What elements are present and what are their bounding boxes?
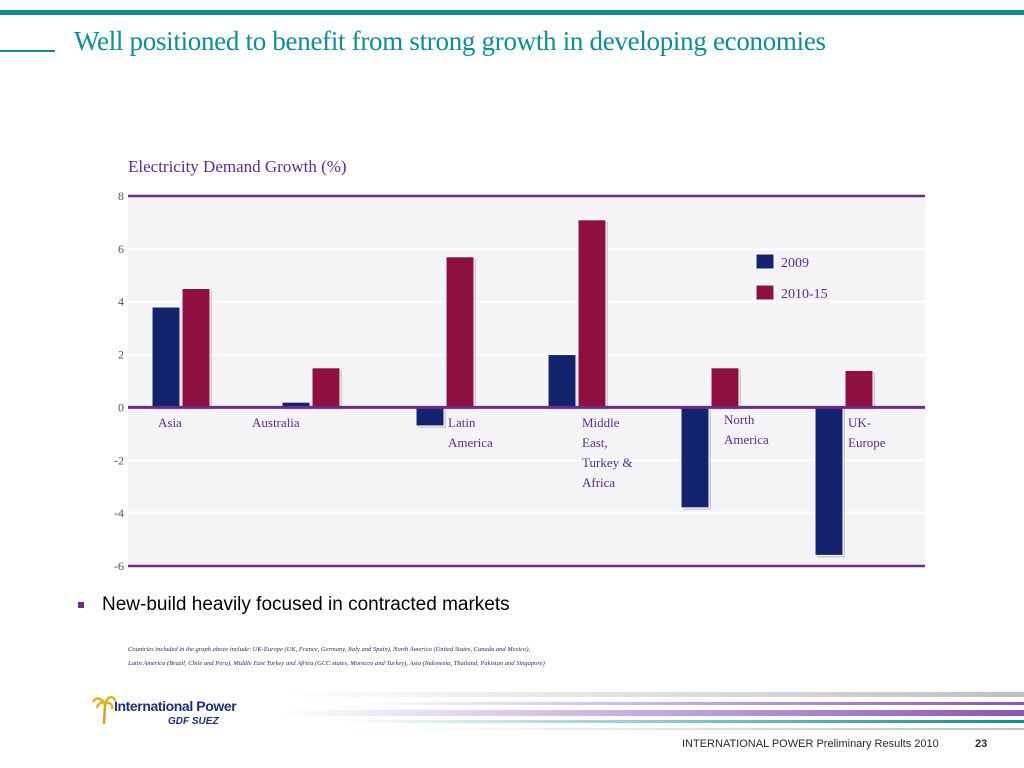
palm-tree-icon (92, 696, 116, 725)
decorative-swoosh (280, 692, 1024, 730)
y-tick-label: 0 (118, 400, 124, 414)
chart-title: Electricity Demand Growth (%) (128, 157, 347, 176)
legend-label: 2009 (781, 256, 809, 271)
y-tick-label: 8 (118, 189, 124, 203)
top-accent-bar (0, 10, 1024, 15)
y-tick-label: 2 (118, 348, 124, 362)
y-tick-label: 6 (118, 242, 124, 256)
y-tick-label: -6 (114, 559, 124, 573)
y-tick-label: -4 (114, 506, 124, 520)
legend-swatch (755, 284, 775, 301)
bar-2009 (680, 406, 710, 509)
category-label: Latin America (448, 415, 493, 450)
bar-2009 (151, 306, 181, 408)
category-label: Middle East, Turkey & Africa (582, 415, 632, 490)
footnote-line-2: Latin America (Brazil, Chile and Peru), … (128, 660, 545, 667)
footer-text: INTERNATIONAL POWER Preliminary Results … (682, 738, 939, 750)
legend-swatch (755, 253, 775, 270)
company-logo: International Power GDF SUEZ (92, 692, 272, 736)
logo-text: International Power (114, 698, 237, 714)
category-label: North America (724, 412, 769, 447)
bullet-text: New-build heavily focused in contracted … (102, 594, 510, 615)
slide-title: Well positioned to benefit from strong g… (74, 26, 826, 56)
page-number: 23 (975, 738, 988, 750)
bar-2010-15 (445, 256, 475, 408)
category-label: Australia (252, 415, 300, 430)
legend-label: 2010-15 (781, 287, 828, 302)
plot-area (128, 196, 925, 566)
bar-2010-15 (181, 288, 211, 408)
bar-2010-15 (844, 369, 874, 408)
y-tick-label: -2 (114, 453, 124, 467)
bullet-point: New-build heavily focused in contracted … (78, 594, 510, 616)
category-label: UK-Europe (848, 415, 886, 450)
y-tick-label: 4 (118, 295, 124, 309)
title-rule (0, 50, 55, 52)
bullet-square-icon (78, 602, 84, 608)
logo-subtext: GDF SUEZ (168, 716, 219, 727)
bar-2009 (814, 406, 844, 556)
bar-2009 (415, 406, 445, 427)
bar-2009 (547, 354, 577, 408)
bar-2010-15 (311, 367, 341, 408)
bar-2010-15 (577, 219, 607, 408)
bar-chart: 8 6 4 2 0 -2 -4 -6 Asia Australia Latin America Midd… (114, 189, 925, 573)
category-label: Asia (158, 415, 182, 430)
bar-2010-15 (710, 367, 740, 408)
footnote-line-1: Countries included in the graph above in… (128, 646, 531, 653)
